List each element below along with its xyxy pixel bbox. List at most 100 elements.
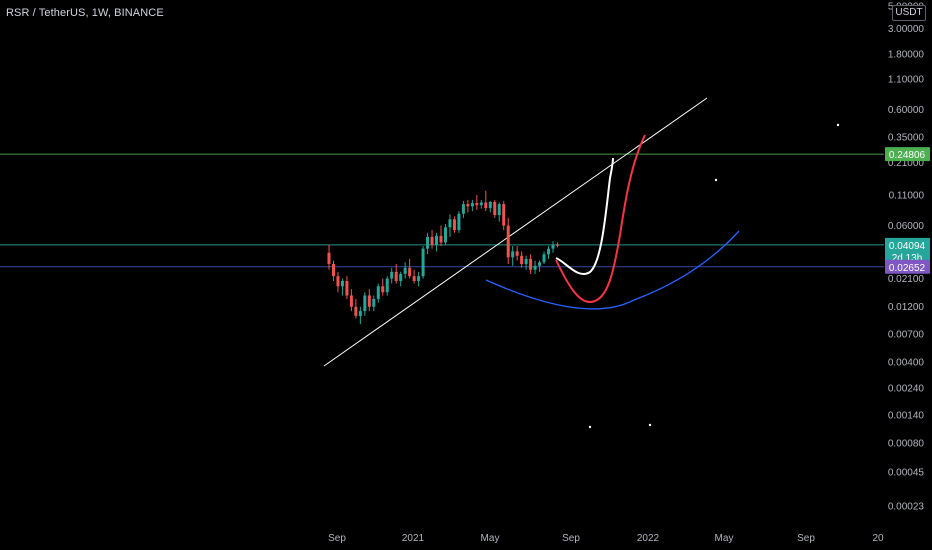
candle — [547, 246, 551, 259]
trendline — [323, 97, 708, 367]
candle-body — [475, 203, 479, 206]
price-tick-label: 0.00080 — [888, 439, 925, 450]
candle — [403, 262, 407, 279]
price-tick-label: 0.35000 — [888, 132, 925, 143]
price-tag: 0.24806 — [885, 147, 930, 162]
candle-body — [542, 254, 546, 263]
candle — [417, 271, 421, 287]
time-axis: Sep 2021 May Sep 2022 May Sep 20 — [328, 533, 884, 544]
candle-body — [399, 273, 403, 281]
price-tag-countdown: 2d 13h — [892, 253, 923, 264]
price-tick-label: 0.11000 — [889, 191, 925, 202]
candle-body — [533, 265, 537, 270]
price-tick-label: 1.10000 — [888, 75, 925, 86]
candle-body — [493, 201, 497, 216]
candle — [331, 260, 335, 281]
candle-body — [461, 204, 465, 214]
candle — [340, 278, 344, 296]
candle — [426, 232, 430, 255]
price-tag-value: 0.02652 — [889, 263, 926, 274]
candle — [488, 200, 492, 213]
candle — [515, 246, 519, 261]
price-tick-label: 0.06000 — [888, 221, 925, 232]
candle-body — [488, 201, 492, 209]
candle-body — [381, 286, 385, 293]
candle — [457, 211, 461, 233]
time-tick-label: Sep — [562, 533, 580, 544]
candle — [372, 295, 376, 312]
time-tick-label: 20 — [872, 533, 884, 544]
candle — [381, 278, 385, 296]
price-tag-value: 0.04094 — [889, 241, 926, 252]
candle-body — [349, 295, 353, 307]
candle — [538, 260, 542, 272]
candle — [448, 214, 452, 237]
candle-body — [426, 236, 430, 249]
price-tick-label: 0.00700 — [888, 329, 925, 340]
candle-body — [363, 295, 367, 312]
candle-body — [515, 251, 519, 256]
candle — [461, 200, 465, 218]
candle — [430, 230, 434, 249]
time-tick-label: Sep — [328, 533, 346, 544]
candle-body — [470, 203, 474, 207]
candle-body — [466, 204, 470, 207]
candle-body — [439, 235, 443, 243]
chart-title: RSR / TetherUS, 1W, BINANCE — [6, 7, 164, 19]
candle-body — [435, 235, 439, 245]
candle — [412, 269, 416, 284]
candle-body — [376, 286, 380, 299]
candle-body — [448, 219, 452, 228]
time-tick-label: Sep — [797, 533, 815, 544]
marker-dot — [648, 423, 652, 427]
candle-body — [538, 262, 542, 266]
price-tick-label: 0.01200 — [888, 302, 925, 313]
price-tick-label: 0.02100 — [888, 274, 925, 285]
candle — [349, 289, 353, 312]
price-tick-label: 0.00240 — [888, 383, 925, 394]
currency-unit-label[interactable]: USDT — [892, 5, 926, 21]
candle — [358, 306, 362, 325]
price-tick-label: 3.00000 — [888, 24, 925, 35]
candle — [529, 254, 533, 274]
candle — [555, 242, 559, 248]
candle — [493, 199, 497, 218]
candle-body — [367, 295, 371, 307]
price-tick-label: 0.00045 — [888, 468, 925, 479]
candle-body — [327, 252, 331, 265]
candle-body — [408, 267, 412, 277]
candle — [524, 255, 528, 270]
candle-body — [340, 280, 344, 287]
candle-body — [524, 258, 528, 265]
candle — [443, 223, 447, 245]
candle-body — [551, 244, 555, 249]
candle-body — [497, 204, 501, 216]
price-tag-box — [885, 259, 930, 274]
candle-body — [394, 271, 398, 281]
price-tick-label: 1.80000 — [888, 50, 925, 61]
price-tick-label: 0.21000 — [888, 158, 925, 169]
candle — [390, 267, 394, 284]
candle — [551, 241, 555, 253]
candle-body — [520, 255, 524, 265]
candle-body — [484, 202, 488, 209]
candle — [533, 260, 537, 274]
candle — [385, 276, 389, 296]
candle — [376, 283, 380, 303]
candle — [506, 217, 510, 265]
candle-body — [331, 264, 335, 277]
marker-dot — [588, 425, 592, 429]
candle — [327, 244, 331, 270]
candle — [470, 199, 474, 212]
candle — [497, 202, 501, 222]
candle-body — [479, 202, 483, 206]
candle-body — [555, 244, 559, 246]
candle-body — [457, 213, 461, 231]
candle-body — [336, 276, 340, 287]
time-tick-label: 2022 — [637, 533, 660, 544]
candle-body — [358, 311, 362, 316]
candle-body — [403, 267, 407, 274]
candle — [421, 246, 425, 279]
candle-body — [372, 298, 376, 307]
